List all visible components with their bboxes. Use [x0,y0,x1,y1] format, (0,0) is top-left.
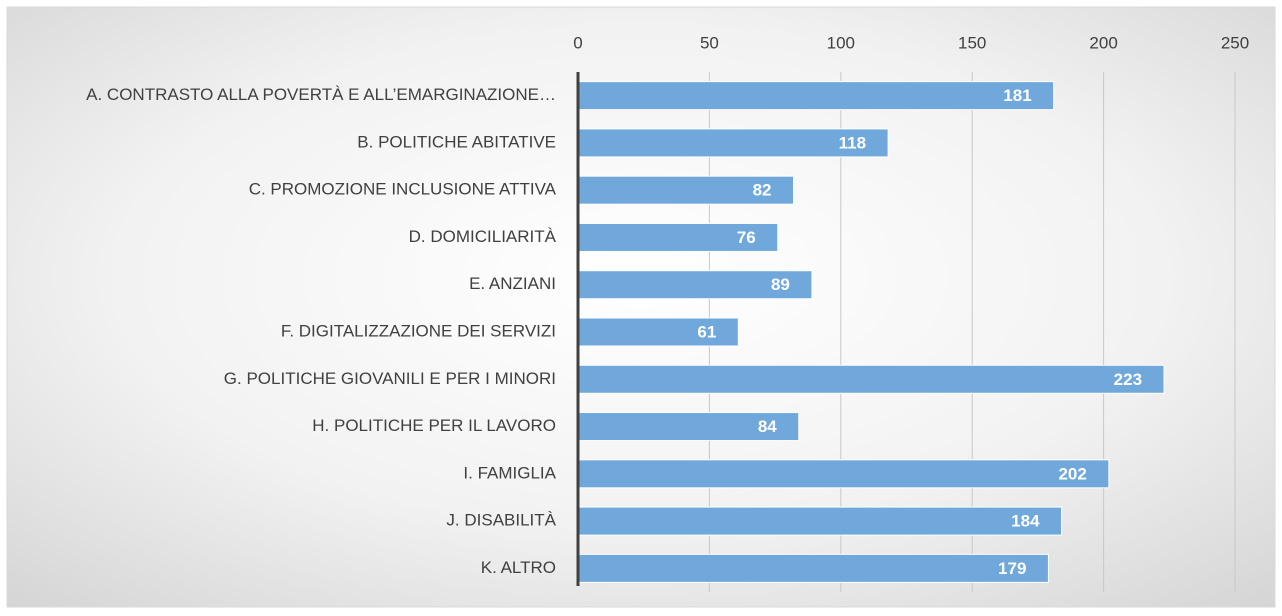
data-label: 179 [998,559,1026,578]
x-tick-label: 50 [700,33,719,52]
data-label: 202 [1058,464,1086,483]
bar [577,222,779,252]
data-label: 184 [1011,512,1040,531]
y-tick-label: I. FAMIGLIA [463,463,556,482]
y-tick-label: D. DOMICILIARITÀ [409,227,557,246]
bar [577,459,1110,489]
y-tick-label: J. DISABILITÀ [446,511,556,530]
y-tick-label: C. PROMOZIONE INCLUSIONE ATTIVA [249,180,557,199]
y-tick-label: H. POLITICHE PER IL LAVORO [312,416,556,435]
x-tick-label: 0 [573,33,582,52]
data-label: 89 [771,275,790,294]
bar [577,506,1063,536]
data-label: 118 [839,133,866,152]
y-tick-label: K. ALTRO [481,558,556,577]
data-label: 61 [697,322,716,341]
bar [577,412,800,442]
bar [577,364,1165,394]
y-tick-label: B. POLITICHE ABITATIVE [357,132,556,151]
data-label: 84 [758,417,777,436]
bar [577,81,1055,111]
x-tick-label: 200 [1089,33,1117,52]
bar [577,317,739,347]
data-label: 223 [1114,370,1142,389]
y-tick-label: G. POLITICHE GIOVANILI E PER I MINORI [224,369,556,388]
y-tick-label: F. DIGITALIZZAZIONE DEI SERVIZI [281,321,556,340]
data-label: 82 [753,181,772,200]
bar [577,175,794,205]
x-tick-label: 100 [827,33,855,52]
x-tick-label: 150 [958,33,986,52]
bar [577,553,1049,583]
data-label: 181 [1003,86,1031,105]
y-tick-label: A. CONTRASTO ALLA POVERTÀ E ALL’EMARGINA… [86,85,556,104]
data-label: 76 [737,228,756,247]
x-tick-label: 250 [1221,33,1249,52]
bar [577,270,813,300]
y-tick-label: E. ANZIANI [469,274,556,293]
